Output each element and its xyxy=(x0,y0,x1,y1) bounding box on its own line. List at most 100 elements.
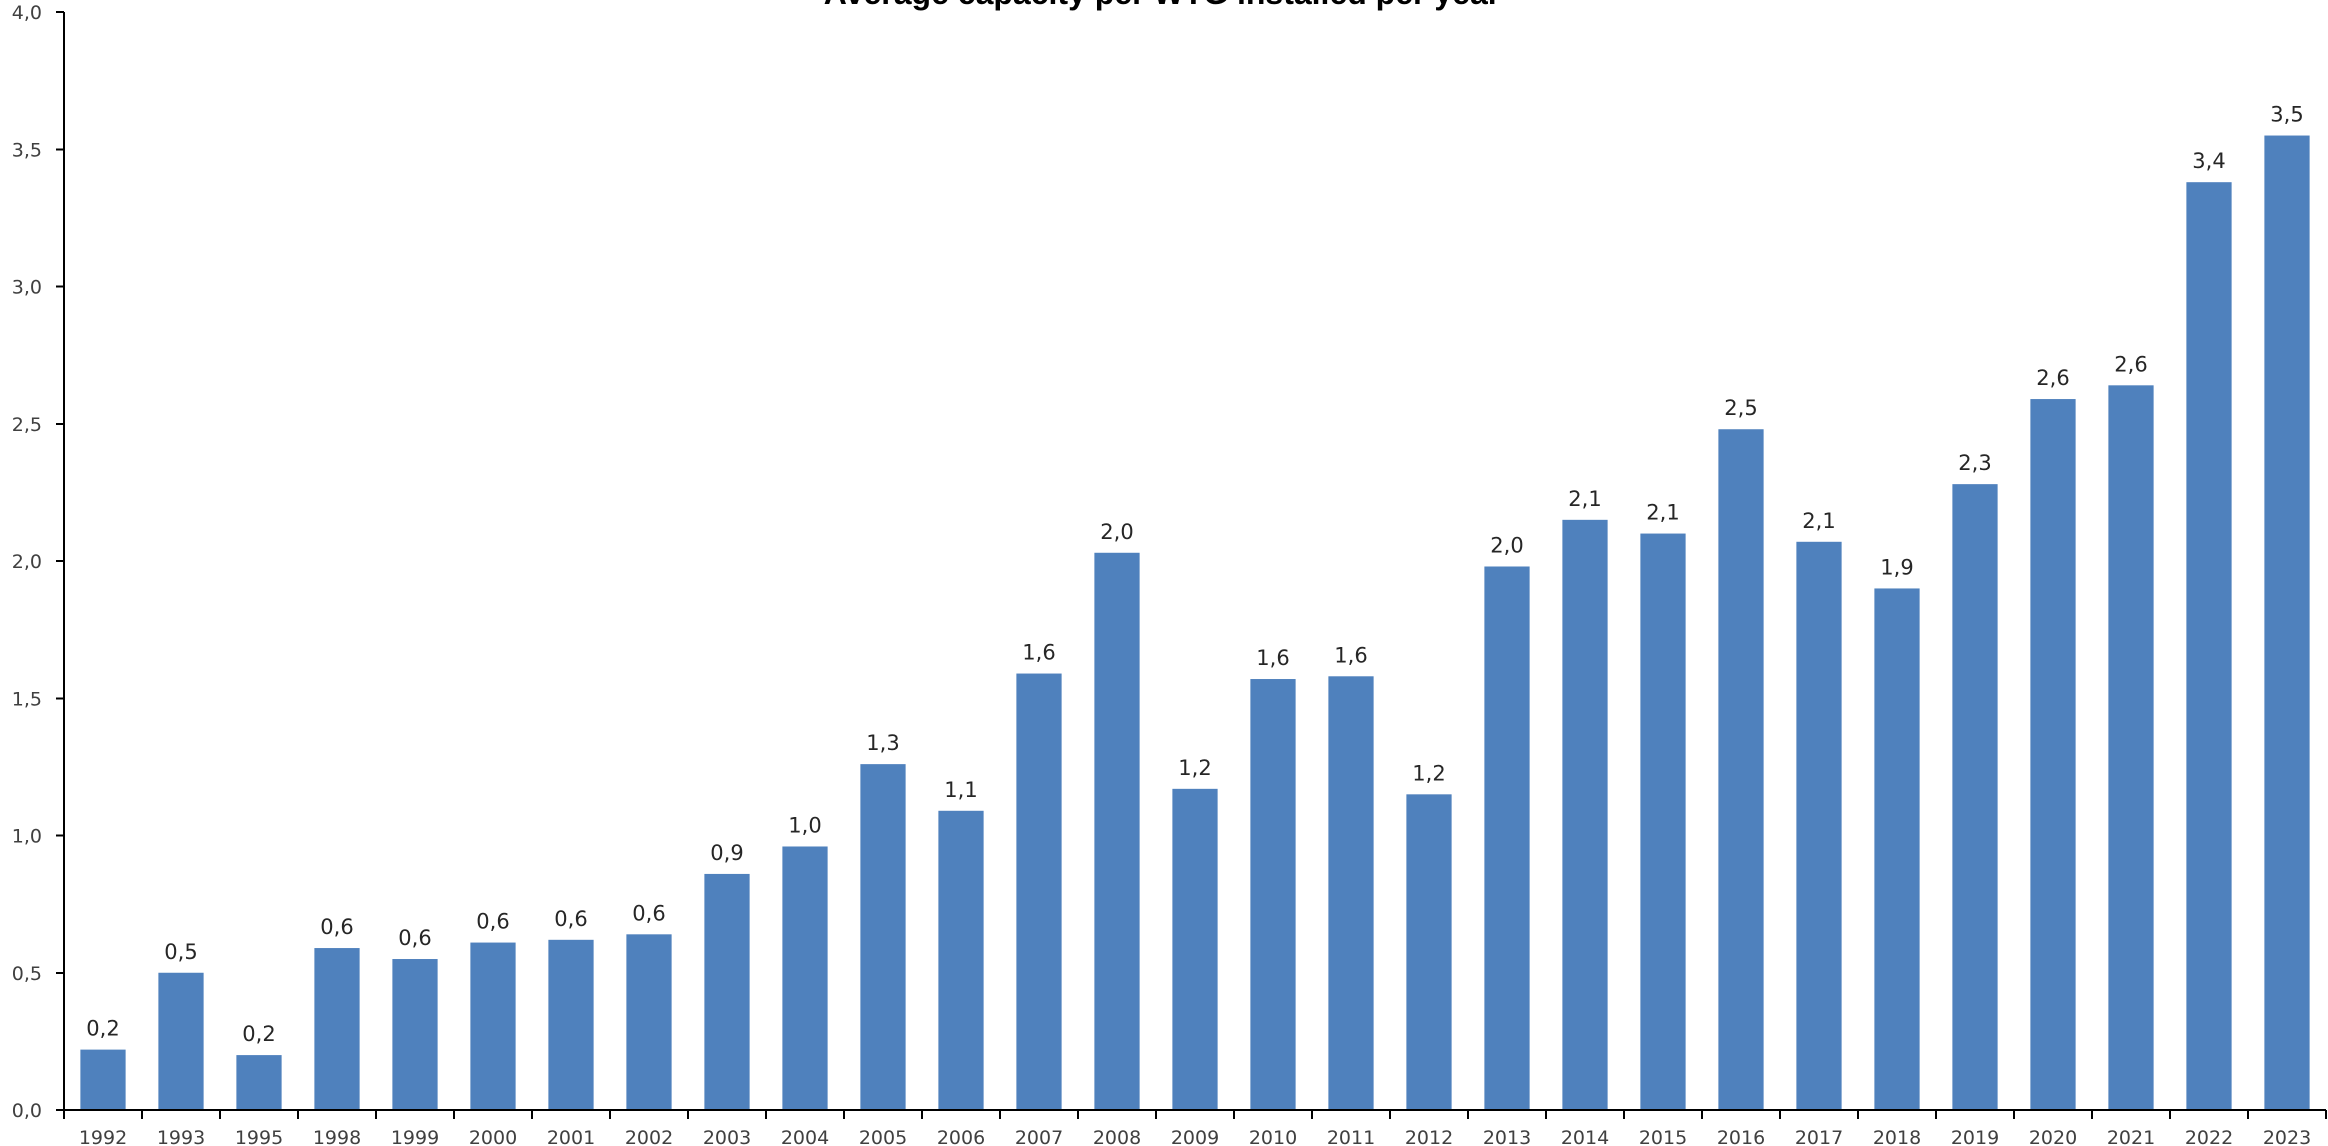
bar-2005 xyxy=(860,764,906,1110)
data-label-2021: 2,6 xyxy=(2114,352,2147,376)
bar-2016 xyxy=(1718,429,1764,1110)
x-tick-label-1993: 1993 xyxy=(157,1127,205,1146)
data-label-2007: 1,6 xyxy=(1022,641,1055,665)
bar-2010 xyxy=(1250,679,1296,1110)
data-label-2022: 3,4 xyxy=(2192,149,2225,173)
x-tick-label-1995: 1995 xyxy=(235,1127,283,1146)
bar-2000 xyxy=(470,942,516,1110)
y-tick-label: 1,5 xyxy=(12,688,42,710)
data-label-1998: 0,6 xyxy=(320,915,353,939)
bar-1992 xyxy=(80,1049,126,1110)
x-tick-label-2004: 2004 xyxy=(781,1127,829,1146)
y-tick-label: 0,5 xyxy=(12,963,42,985)
data-label-2019: 2,3 xyxy=(1958,451,1991,475)
x-tick-label-2017: 2017 xyxy=(1795,1127,1843,1146)
x-tick-label-2020: 2020 xyxy=(2029,1127,2077,1146)
x-tick-label-2022: 2022 xyxy=(2185,1127,2233,1146)
data-label-2005: 1,3 xyxy=(866,731,899,755)
x-tick-label-2018: 2018 xyxy=(1873,1127,1921,1146)
bar-1995 xyxy=(236,1055,282,1110)
bar-2015 xyxy=(1640,533,1686,1110)
y-axis: 0,0 0,5 1,0 1,5 2,0 2,5 3,0 3,5 4,0 xyxy=(12,2,65,1122)
bars-layer xyxy=(80,135,2310,1110)
y-tick-label: 4,0 xyxy=(12,2,42,24)
x-tick-label-2019: 2019 xyxy=(1951,1127,1999,1146)
data-label-2012: 1,2 xyxy=(1412,761,1445,785)
bar-2012 xyxy=(1406,794,1452,1110)
x-tick-label-1992: 1992 xyxy=(79,1127,127,1146)
x-tick-label-2023: 2023 xyxy=(2263,1127,2311,1146)
data-label-2015: 2,1 xyxy=(1646,501,1679,525)
x-tick-label-2010: 2010 xyxy=(1249,1127,1297,1146)
bar-2018 xyxy=(1874,588,1920,1110)
bar-2017 xyxy=(1796,541,1842,1110)
data-label-2008: 2,0 xyxy=(1100,520,1133,544)
data-label-2000: 0,6 xyxy=(476,910,509,934)
y-tick-label: 0,0 xyxy=(12,1100,42,1122)
bar-2023 xyxy=(2264,135,2310,1110)
x-tick-label-2000: 2000 xyxy=(469,1127,517,1146)
data-label-2011: 1,6 xyxy=(1334,643,1367,667)
data-label-2013: 2,0 xyxy=(1490,533,1523,557)
chart-title: Average capacity per WTG installed per y… xyxy=(824,0,1500,11)
x-tick-label-2015: 2015 xyxy=(1639,1127,1687,1146)
x-tick-label-1999: 1999 xyxy=(391,1127,439,1146)
data-label-2001: 0,6 xyxy=(554,907,587,931)
bar-1993 xyxy=(158,972,204,1110)
x-tick-label-2012: 2012 xyxy=(1405,1127,1453,1146)
data-label-2020: 2,6 xyxy=(2036,366,2069,390)
bar-2004 xyxy=(782,846,828,1110)
bar-2003 xyxy=(704,873,750,1110)
data-label-2003: 0,9 xyxy=(710,841,743,865)
bar-2021 xyxy=(2108,385,2154,1110)
bar-2014 xyxy=(1562,519,1608,1110)
bar-2002 xyxy=(626,934,672,1110)
data-label-1999: 0,6 xyxy=(398,926,431,950)
y-tick-label: 1,0 xyxy=(12,826,42,848)
x-tick-label-2014: 2014 xyxy=(1561,1127,1609,1146)
data-label-2017: 2,1 xyxy=(1802,509,1835,533)
data-label-2023: 3,5 xyxy=(2270,103,2303,127)
data-label-2016: 2,5 xyxy=(1724,396,1757,420)
data-label-2010: 1,6 xyxy=(1256,646,1289,670)
data-label-1993: 0,5 xyxy=(164,940,197,964)
data-label-2018: 1,9 xyxy=(1880,555,1913,579)
y-tick-label: 2,5 xyxy=(12,414,42,436)
x-tick-label-1998: 1998 xyxy=(313,1127,361,1146)
bar-1998 xyxy=(314,948,360,1110)
bar-2008 xyxy=(1094,552,1140,1110)
data-labels-layer: 0,2 0,5 0,2 0,6 0,6 0,6 0,6 0,6 0,9 1,0 1,3 1,1 1,6 2… xyxy=(86,103,2303,1047)
x-tick-label-2006: 2006 xyxy=(937,1127,985,1146)
y-tick-label: 3,5 xyxy=(12,139,42,161)
bar-1999 xyxy=(392,959,438,1110)
x-tick-label-2013: 2013 xyxy=(1483,1127,1531,1146)
bar-2011 xyxy=(1328,676,1374,1110)
bar-2007 xyxy=(1016,673,1062,1110)
data-label-2006: 1,1 xyxy=(944,778,977,802)
x-tick-label-2001: 2001 xyxy=(547,1127,595,1146)
bar-2022 xyxy=(2186,182,2232,1110)
x-tick-label-2007: 2007 xyxy=(1015,1127,1063,1146)
data-label-2004: 1,0 xyxy=(788,813,821,837)
x-tick-label-2005: 2005 xyxy=(859,1127,907,1146)
x-tick-label-2021: 2021 xyxy=(2107,1127,2155,1146)
data-label-1995: 0,2 xyxy=(242,1022,275,1046)
data-label-2014: 2,1 xyxy=(1568,487,1601,511)
y-tick-label: 2,0 xyxy=(12,551,42,573)
data-label-1992: 0,2 xyxy=(86,1017,119,1041)
bar-2013 xyxy=(1484,566,1530,1110)
data-label-2002: 0,6 xyxy=(632,901,665,925)
bar-2009 xyxy=(1172,788,1218,1110)
x-tick-label-2002: 2002 xyxy=(625,1127,673,1146)
bar-2001 xyxy=(548,939,594,1110)
x-tick-label-2016: 2016 xyxy=(1717,1127,1765,1146)
data-label-2009: 1,2 xyxy=(1178,756,1211,780)
x-tick-label-2009: 2009 xyxy=(1171,1127,1219,1146)
x-tick-label-2003: 2003 xyxy=(703,1127,751,1146)
bar-2006 xyxy=(938,810,984,1110)
bar-2020 xyxy=(2030,399,2076,1110)
x-tick-label-2008: 2008 xyxy=(1093,1127,1141,1146)
y-tick-label: 3,0 xyxy=(12,277,42,299)
